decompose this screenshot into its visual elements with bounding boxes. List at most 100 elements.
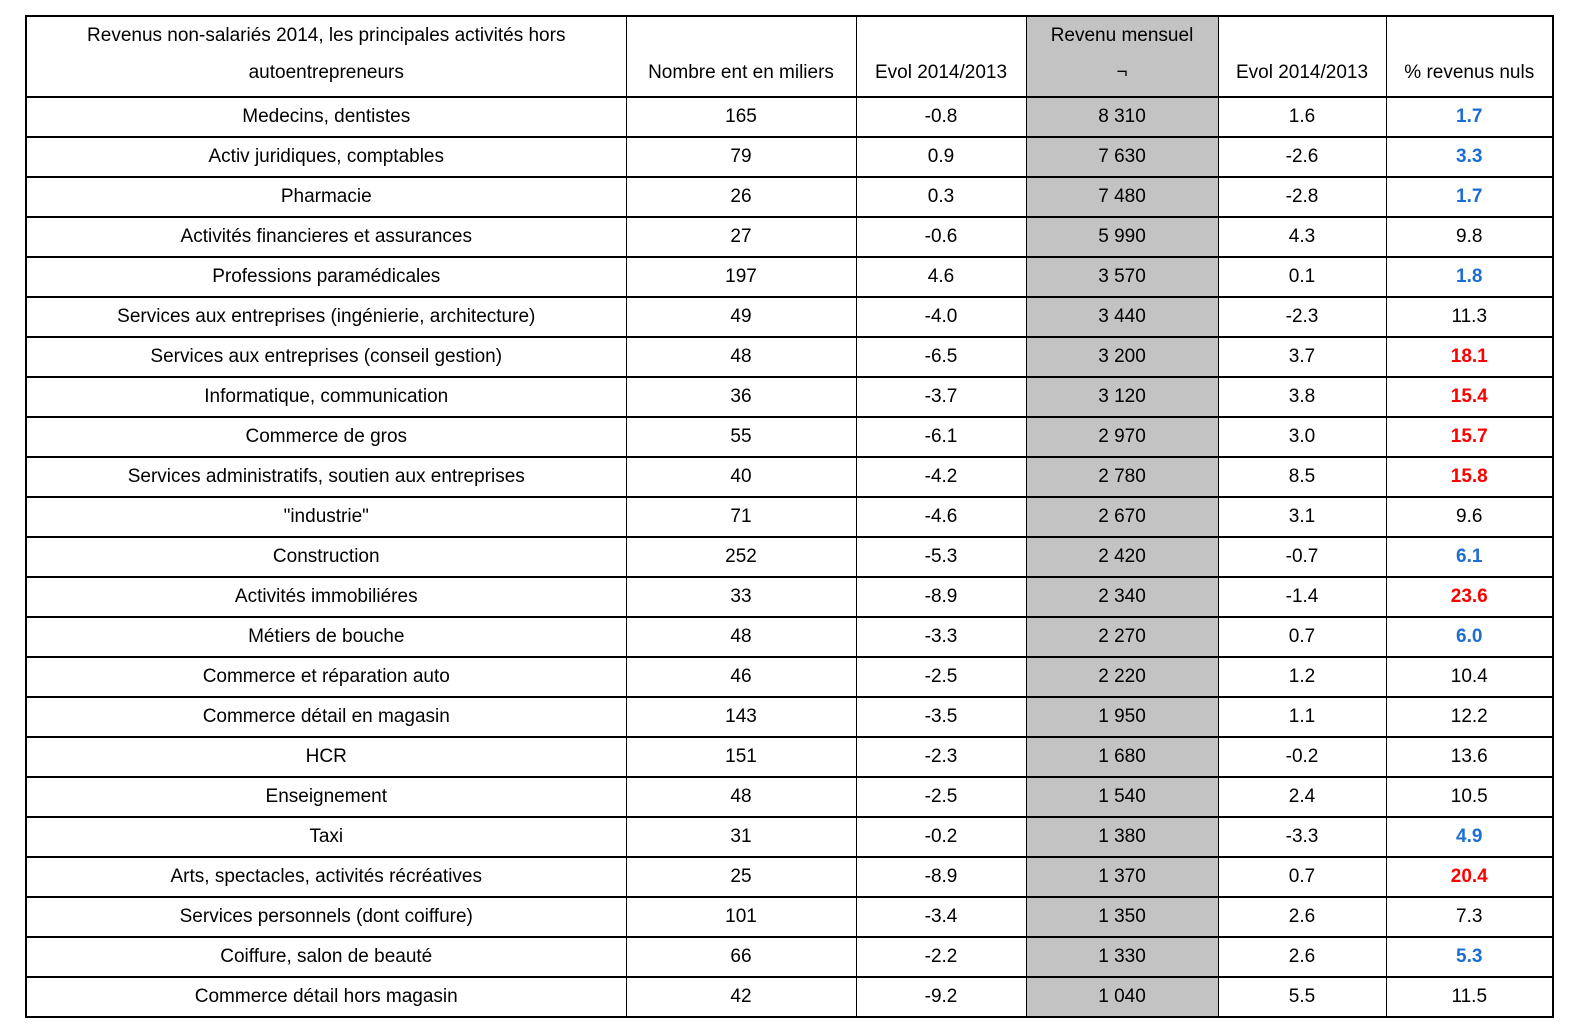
revenu-cell: 3 120 xyxy=(1025,376,1219,418)
table-row: Professions paramédicales 197 4.6 3 570 0.1 1… xyxy=(25,256,1554,298)
pct-cell: 6.1 xyxy=(1385,536,1554,578)
activity-cell: Informatique, communication xyxy=(25,376,627,418)
pct-cell: 15.4 xyxy=(1385,376,1554,418)
revenu-cell: 3 440 xyxy=(1025,296,1219,338)
pct-cell: 7.3 xyxy=(1385,896,1554,938)
evol1-cell: -8.9 xyxy=(855,576,1027,618)
revenu-cell: 8 310 xyxy=(1025,96,1219,138)
header-activity: Revenus non-salariés 2014, les principal… xyxy=(25,15,627,98)
activity-cell: Activités immobiliéres xyxy=(25,576,627,618)
nombre-cell: 48 xyxy=(625,776,857,818)
nombre-cell: 46 xyxy=(625,656,857,698)
table-row: Construction 252 -5.3 2 420 -0.7 6.1 xyxy=(25,536,1554,578)
nombre-cell: 101 xyxy=(625,896,857,938)
table-row: Taxi 31 -0.2 1 380 -3.3 4.9 xyxy=(25,816,1554,858)
table-row: Coiffure, salon de beauté 66 -2.2 1 330 2.6 5… xyxy=(25,936,1554,978)
evol1-cell: 0.3 xyxy=(855,176,1027,218)
evol2-cell: -2.8 xyxy=(1217,176,1387,218)
evol2-cell: -1.4 xyxy=(1217,576,1387,618)
nombre-cell: 151 xyxy=(625,736,857,778)
table-row: Commerce et réparation auto 46 -2.5 2 220 1.… xyxy=(25,656,1554,698)
nombre-cell: 49 xyxy=(625,296,857,338)
pct-cell: 13.6 xyxy=(1385,736,1554,778)
table-row: Activités financieres et assurances 27 -0.… xyxy=(25,216,1554,258)
header-revenu-line2: ¬ xyxy=(1116,62,1128,83)
nombre-cell: 48 xyxy=(625,336,857,378)
revenu-cell: 2 340 xyxy=(1025,576,1219,618)
evol2-cell: 2.6 xyxy=(1217,936,1387,978)
pct-cell: 20.4 xyxy=(1385,856,1554,898)
revenu-cell: 1 350 xyxy=(1025,896,1219,938)
activity-cell: Commerce de gros xyxy=(25,416,627,458)
evol2-cell: 0.7 xyxy=(1217,856,1387,898)
evol1-cell: -5.3 xyxy=(855,536,1027,578)
pct-cell: 10.4 xyxy=(1385,656,1554,698)
evol1-cell: -2.2 xyxy=(855,936,1027,978)
header-revenu-mensuel: Revenu mensuel ¬ xyxy=(1025,15,1219,98)
pct-cell: 9.8 xyxy=(1385,216,1554,258)
nombre-cell: 48 xyxy=(625,616,857,658)
activity-cell: Taxi xyxy=(25,816,627,858)
pct-cell: 23.6 xyxy=(1385,576,1554,618)
table-row: Services personnels (dont coiffure) 101 -3… xyxy=(25,896,1554,938)
evol1-cell: 4.6 xyxy=(855,256,1027,298)
revenu-cell: 1 370 xyxy=(1025,856,1219,898)
revenu-cell: 1 540 xyxy=(1025,776,1219,818)
evol2-cell: 4.3 xyxy=(1217,216,1387,258)
table-row: Activités immobiliéres 33 -8.9 2 340 -1.4 23.… xyxy=(25,576,1554,618)
revenu-cell: 1 330 xyxy=(1025,936,1219,978)
table-row: HCR 151 -2.3 1 680 -0.2 13.6 xyxy=(25,736,1554,778)
nombre-cell: 42 xyxy=(625,976,857,1018)
evol1-cell: -4.0 xyxy=(855,296,1027,338)
nombre-cell: 25 xyxy=(625,856,857,898)
evol2-cell: 8.5 xyxy=(1217,456,1387,498)
evol1-cell: -0.8 xyxy=(855,96,1027,138)
evol2-cell: -0.7 xyxy=(1217,536,1387,578)
evol1-cell: -2.5 xyxy=(855,776,1027,818)
revenu-cell: 3 200 xyxy=(1025,336,1219,378)
pct-cell: 11.5 xyxy=(1385,976,1554,1018)
nombre-cell: 33 xyxy=(625,576,857,618)
activity-cell: Commerce détail hors magasin xyxy=(25,976,627,1018)
evol2-cell: -2.6 xyxy=(1217,136,1387,178)
evol1-cell: -4.2 xyxy=(855,456,1027,498)
evol2-cell: -0.2 xyxy=(1217,736,1387,778)
revenu-cell: 2 420 xyxy=(1025,536,1219,578)
evol1-cell: -9.2 xyxy=(855,976,1027,1018)
revenu-cell: 1 040 xyxy=(1025,976,1219,1018)
revenu-cell: 2 670 xyxy=(1025,496,1219,538)
evol1-cell: -8.9 xyxy=(855,856,1027,898)
table-row: Commerce détail hors magasin 42 -9.2 1 040 5… xyxy=(25,976,1554,1018)
activity-cell: Services administratifs, soutien aux ent… xyxy=(25,456,627,498)
nombre-cell: 143 xyxy=(625,696,857,738)
table-row: "industrie" 71 -4.6 2 670 3.1 9.6 xyxy=(25,496,1554,538)
pct-cell: 4.9 xyxy=(1385,816,1554,858)
table-row: Services administratifs, soutien aux ent… xyxy=(25,456,1554,498)
revenu-cell: 1 680 xyxy=(1025,736,1219,778)
revenu-cell: 1 950 xyxy=(1025,696,1219,738)
nombre-cell: 31 xyxy=(625,816,857,858)
nombre-cell: 26 xyxy=(625,176,857,218)
activity-cell: Enseignement xyxy=(25,776,627,818)
header-evol-2014-2013-pct: Evol 2014/2013 xyxy=(1217,15,1387,98)
activity-cell: HCR xyxy=(25,736,627,778)
evol2-cell: 3.0 xyxy=(1217,416,1387,458)
evol2-cell: 1.6 xyxy=(1217,96,1387,138)
evol2-cell: 1.1 xyxy=(1217,696,1387,738)
evol1-cell: -4.6 xyxy=(855,496,1027,538)
revenu-cell: 2 970 xyxy=(1025,416,1219,458)
revenu-cell: 3 570 xyxy=(1025,256,1219,298)
table-body: Medecins, dentistes 165 -0.8 8 310 1.6 1.7 Act… xyxy=(25,96,1554,1018)
revenu-cell: 1 380 xyxy=(1025,816,1219,858)
evol1-cell: -3.3 xyxy=(855,616,1027,658)
evol2-cell: 3.7 xyxy=(1217,336,1387,378)
pct-cell: 15.8 xyxy=(1385,456,1554,498)
table-row: Commerce détail en magasin 143 -3.5 1 950 1.… xyxy=(25,696,1554,738)
activity-cell: Professions paramédicales xyxy=(25,256,627,298)
revenu-cell: 7 480 xyxy=(1025,176,1219,218)
header-nombre: Nombre ent en miliers xyxy=(625,15,857,98)
revenu-cell: 2 780 xyxy=(1025,456,1219,498)
evol2-cell: 3.8 xyxy=(1217,376,1387,418)
revenu-cell: 5 990 xyxy=(1025,216,1219,258)
activity-cell: Activités financieres et assurances xyxy=(25,216,627,258)
